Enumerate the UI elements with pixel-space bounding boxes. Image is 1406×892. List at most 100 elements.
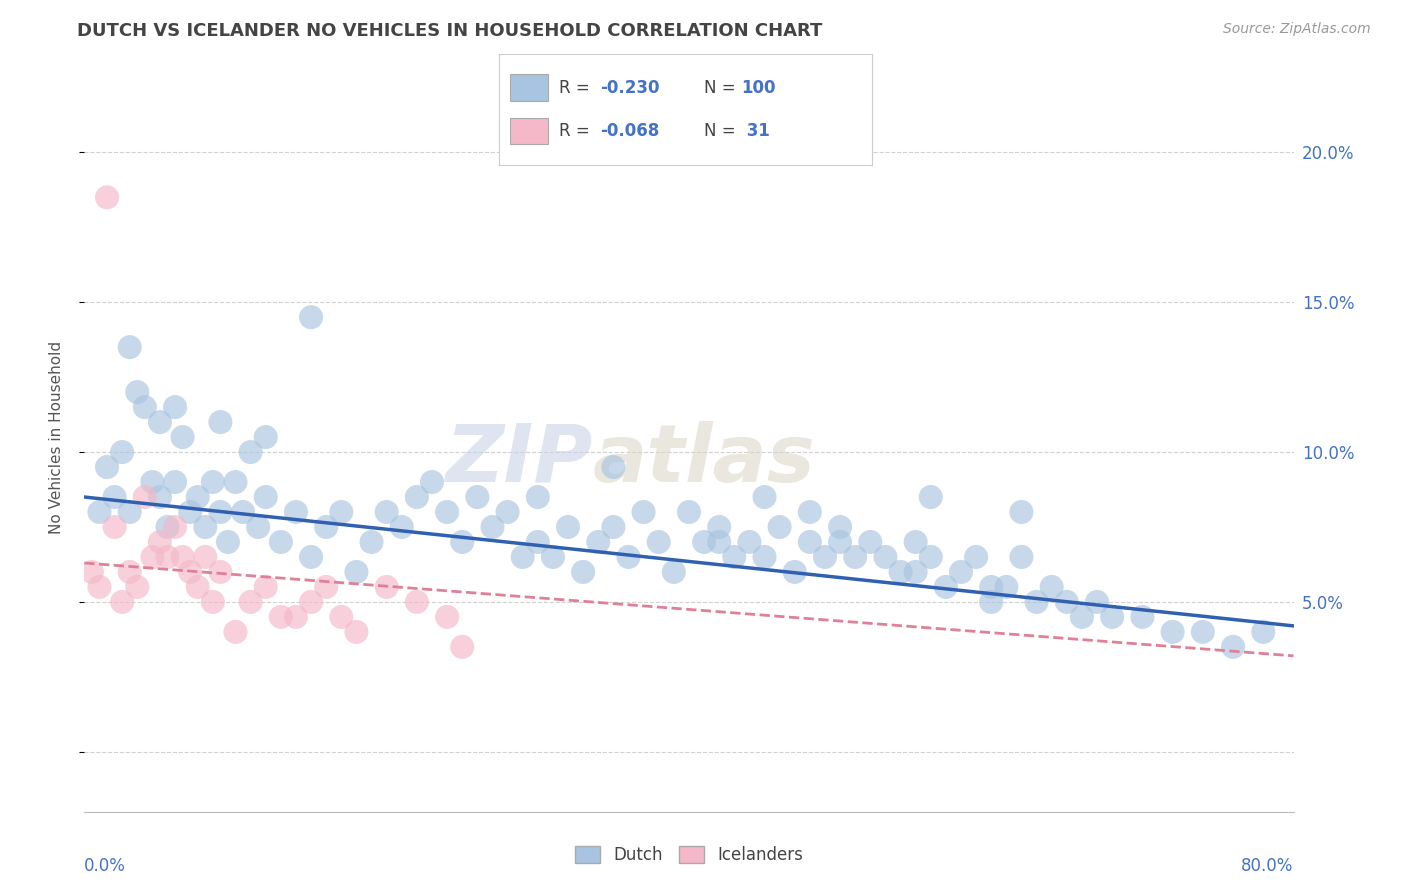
Point	[738, 535, 761, 549]
Point	[648, 535, 671, 549]
Point	[201, 475, 224, 489]
Point	[1025, 595, 1047, 609]
Point	[104, 490, 127, 504]
Point	[920, 549, 942, 564]
Point	[194, 520, 217, 534]
Point	[254, 430, 277, 444]
Text: 100: 100	[741, 78, 776, 97]
Point	[118, 340, 141, 354]
Point	[1192, 624, 1215, 639]
Point	[134, 400, 156, 414]
Point	[360, 535, 382, 549]
Point	[111, 445, 134, 459]
Point	[572, 565, 595, 579]
Point	[299, 310, 322, 325]
Text: N =: N =	[704, 122, 741, 140]
Point	[1222, 640, 1244, 654]
Point	[799, 505, 821, 519]
Point	[315, 580, 337, 594]
Point	[232, 505, 254, 519]
Text: Source: ZipAtlas.com: Source: ZipAtlas.com	[1223, 22, 1371, 37]
Point	[165, 400, 187, 414]
Bar	[510, 74, 547, 101]
Point	[1011, 505, 1033, 519]
Point	[920, 490, 942, 504]
Point	[165, 475, 187, 489]
Point	[141, 549, 163, 564]
Point	[391, 520, 413, 534]
Point	[141, 475, 163, 489]
Point	[315, 520, 337, 534]
Point	[80, 565, 103, 579]
Point	[467, 490, 489, 504]
Point	[904, 535, 927, 549]
Point	[965, 549, 987, 564]
Text: -0.068: -0.068	[600, 122, 659, 140]
Point	[285, 505, 308, 519]
Point	[209, 505, 232, 519]
Point	[995, 580, 1018, 594]
Point	[814, 549, 837, 564]
Text: -0.230: -0.230	[600, 78, 659, 97]
Point	[149, 415, 172, 429]
Point	[406, 595, 429, 609]
Point	[96, 190, 118, 204]
Point	[149, 535, 172, 549]
Point	[1132, 610, 1154, 624]
Point	[830, 520, 852, 534]
Point	[299, 595, 322, 609]
Point	[935, 580, 957, 594]
Point	[1101, 610, 1123, 624]
Point	[127, 580, 149, 594]
Point	[1040, 580, 1063, 594]
Point	[709, 520, 731, 534]
Point	[156, 549, 179, 564]
Point	[346, 565, 368, 579]
Point	[270, 610, 292, 624]
Text: 31: 31	[741, 122, 770, 140]
Point	[239, 595, 262, 609]
Point	[980, 580, 1002, 594]
Point	[890, 565, 912, 579]
Point	[127, 385, 149, 400]
Point	[406, 490, 429, 504]
Point	[709, 535, 731, 549]
Point	[330, 505, 353, 519]
Point	[179, 505, 201, 519]
Point	[217, 535, 239, 549]
Text: R =: R =	[558, 78, 595, 97]
Point	[254, 580, 277, 594]
Point	[950, 565, 973, 579]
Point	[375, 505, 398, 519]
Point	[1056, 595, 1078, 609]
Point	[179, 565, 201, 579]
Point	[980, 595, 1002, 609]
Point	[436, 610, 458, 624]
Point	[194, 549, 217, 564]
Point	[859, 535, 882, 549]
Point	[225, 624, 247, 639]
Point	[209, 415, 232, 429]
Point	[617, 549, 640, 564]
Point	[557, 520, 579, 534]
Point	[527, 490, 550, 504]
Point	[346, 624, 368, 639]
Point	[783, 565, 806, 579]
Point	[187, 490, 209, 504]
Legend: Dutch, Icelanders: Dutch, Icelanders	[568, 839, 810, 871]
Point	[96, 460, 118, 475]
Text: ZIP: ZIP	[444, 420, 592, 499]
Point	[904, 565, 927, 579]
Point	[754, 490, 776, 504]
Text: DUTCH VS ICELANDER NO VEHICLES IN HOUSEHOLD CORRELATION CHART: DUTCH VS ICELANDER NO VEHICLES IN HOUSEH…	[77, 22, 823, 40]
Point	[481, 520, 503, 534]
Y-axis label: No Vehicles in Household: No Vehicles in Household	[49, 341, 63, 533]
Point	[602, 460, 624, 475]
Point	[165, 520, 187, 534]
Point	[187, 580, 209, 594]
Point	[299, 549, 322, 564]
Point	[496, 505, 519, 519]
Point	[201, 595, 224, 609]
Point	[375, 580, 398, 594]
Point	[1253, 624, 1275, 639]
